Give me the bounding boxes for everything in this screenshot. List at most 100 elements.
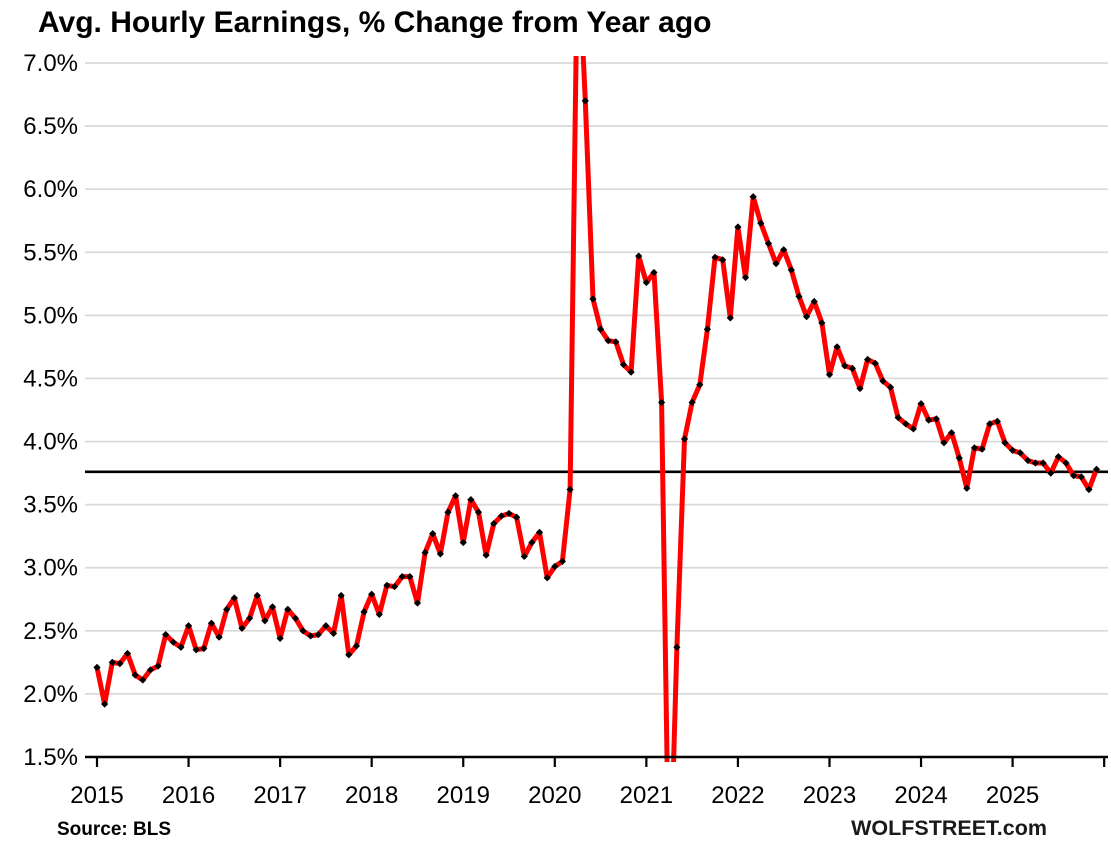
data-point-marker bbox=[123, 649, 132, 658]
data-point-marker bbox=[528, 538, 536, 547]
data-point-marker bbox=[505, 509, 513, 518]
data-point-marker bbox=[116, 660, 124, 668]
data-point-marker bbox=[467, 495, 475, 504]
data-point-marker bbox=[314, 631, 322, 639]
data-point-marker bbox=[772, 260, 780, 268]
data-point-marker bbox=[253, 591, 261, 600]
data-point-marker bbox=[535, 528, 544, 536]
data-point-marker bbox=[970, 444, 979, 452]
y-tick-label: 6.0% bbox=[23, 176, 78, 203]
data-point-marker bbox=[459, 538, 467, 547]
data-point-marker bbox=[215, 633, 223, 641]
data-point-marker bbox=[1031, 459, 1040, 467]
x-tick-label: 2021 bbox=[620, 782, 673, 809]
data-point-marker bbox=[1009, 446, 1017, 454]
data-point-marker bbox=[963, 484, 971, 492]
data-point-marker bbox=[726, 314, 734, 322]
data-point-marker bbox=[703, 325, 711, 333]
data-point-marker bbox=[642, 278, 650, 287]
data-point-marker bbox=[230, 594, 238, 602]
data-point-marker bbox=[841, 362, 849, 370]
data-point-marker bbox=[162, 631, 170, 639]
y-tick-label: 4.0% bbox=[23, 429, 78, 456]
data-point-marker bbox=[551, 562, 559, 571]
series-group bbox=[93, 56, 1101, 762]
x-tick-label: 2015 bbox=[70, 782, 123, 809]
data-point-marker bbox=[749, 193, 757, 201]
data-point-marker bbox=[543, 574, 551, 582]
x-tick-label: 2016 bbox=[162, 782, 215, 809]
data-point-marker bbox=[307, 632, 315, 640]
x-tick-label: 2023 bbox=[803, 782, 856, 809]
data-point-marker bbox=[818, 319, 826, 327]
y-tick-label: 7.0% bbox=[23, 50, 78, 77]
data-point-marker bbox=[337, 591, 345, 600]
data-point-marker bbox=[596, 325, 605, 333]
data-point-marker bbox=[513, 513, 521, 521]
y-tick-label: 5.0% bbox=[23, 302, 78, 329]
data-point-marker bbox=[864, 355, 872, 364]
data-point-marker bbox=[658, 398, 666, 407]
data-point-marker bbox=[680, 435, 689, 443]
y-tick-label: 1.5% bbox=[23, 744, 78, 771]
data-point-marker bbox=[268, 603, 277, 611]
x-tick-label: 2024 bbox=[894, 782, 947, 809]
data-point-marker bbox=[925, 416, 933, 424]
data-point-marker bbox=[886, 383, 895, 391]
data-point-marker bbox=[894, 413, 902, 422]
data-point-marker bbox=[184, 622, 193, 630]
source-label: Source: BLS bbox=[57, 819, 172, 840]
data-point-marker bbox=[604, 337, 612, 345]
data-point-marker bbox=[795, 292, 803, 301]
y-tick-label: 3.0% bbox=[23, 555, 78, 582]
data-point-marker bbox=[558, 557, 567, 566]
data-point-marker bbox=[413, 599, 422, 607]
data-point-marker bbox=[207, 619, 216, 627]
series-line bbox=[94, 56, 1099, 762]
data-point-marker bbox=[757, 219, 765, 227]
data-point-marker bbox=[627, 368, 635, 376]
data-point-marker bbox=[154, 662, 162, 670]
y-tick-label: 6.5% bbox=[23, 113, 78, 140]
data-point-marker bbox=[810, 297, 818, 306]
data-point-marker bbox=[261, 617, 269, 625]
data-point-marker bbox=[719, 256, 727, 264]
data-point-marker bbox=[299, 627, 307, 635]
data-point-marker bbox=[284, 605, 292, 613]
data-point-marker bbox=[444, 508, 452, 516]
x-tick-label: 2017 bbox=[253, 782, 306, 809]
data-point-marker bbox=[1092, 465, 1101, 473]
data-point-marker bbox=[390, 583, 399, 591]
data-point-marker bbox=[955, 454, 963, 462]
data-point-marker bbox=[436, 550, 444, 558]
data-point-marker bbox=[932, 415, 940, 423]
data-point-marker bbox=[490, 519, 498, 528]
data-point-marker bbox=[497, 512, 505, 520]
data-point-marker bbox=[711, 253, 719, 261]
data-point-marker bbox=[368, 590, 376, 598]
data-point-marker bbox=[200, 644, 208, 653]
y-tick-label: 2.5% bbox=[23, 618, 78, 645]
data-point-marker bbox=[93, 663, 101, 672]
data-point-marker bbox=[619, 360, 628, 369]
y-tick-label: 3.5% bbox=[23, 492, 78, 519]
data-point-marker bbox=[902, 420, 910, 428]
data-point-marker bbox=[581, 97, 589, 105]
data-point-marker bbox=[1054, 453, 1062, 461]
data-point-marker bbox=[879, 377, 887, 385]
data-point-marker bbox=[1085, 485, 1093, 494]
watermark-label: WOLFSTREET.com bbox=[851, 816, 1047, 840]
data-point-marker bbox=[398, 572, 406, 581]
data-point-marker bbox=[612, 338, 620, 346]
data-point-marker bbox=[429, 530, 437, 538]
data-point-marker bbox=[833, 343, 841, 351]
data-point-marker bbox=[688, 398, 696, 407]
y-tick-label: 2.0% bbox=[23, 681, 78, 708]
data-point-marker bbox=[1001, 439, 1009, 447]
data-point-marker bbox=[329, 629, 338, 637]
data-point-marker bbox=[780, 246, 788, 254]
data-point-marker bbox=[192, 646, 200, 654]
data-point-marker bbox=[1047, 469, 1055, 477]
